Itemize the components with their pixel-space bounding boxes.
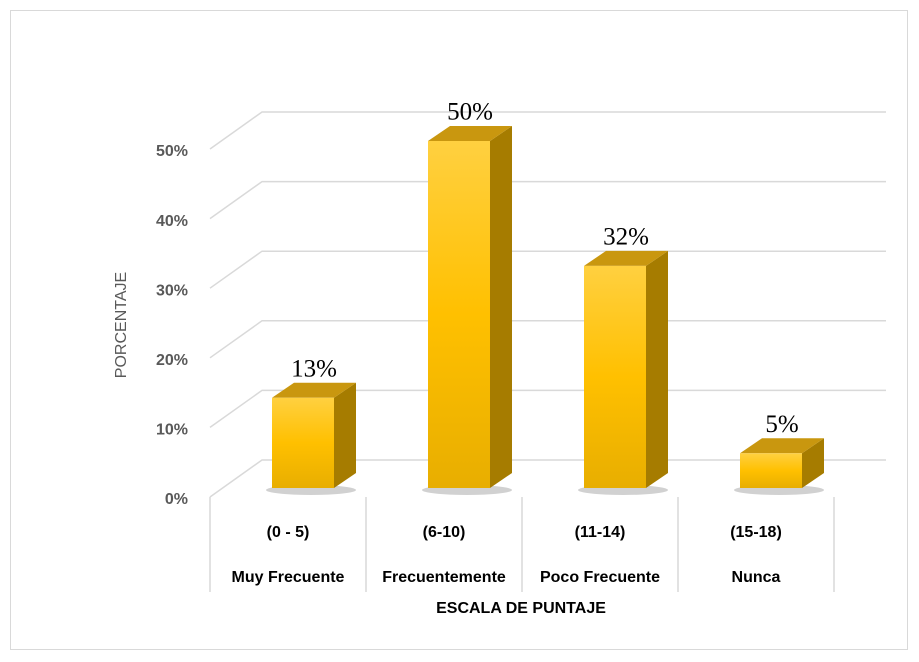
data-label: 5% <box>765 411 798 438</box>
grid-line <box>209 250 886 289</box>
bar <box>584 265 646 488</box>
y-tick-label: 40% <box>156 213 188 230</box>
bar <box>428 141 490 488</box>
y-tick-label: 30% <box>156 282 188 299</box>
y-tick-label: 10% <box>156 422 188 439</box>
category-label: Muy Frecuente <box>232 569 345 586</box>
grid-line <box>209 320 886 359</box>
bar-side <box>334 382 356 488</box>
x-tick-label: (0 - 5) <box>267 524 310 541</box>
bar-side <box>646 250 668 488</box>
x-tick-label: (11-14) <box>575 524 626 541</box>
bar-top <box>428 126 512 141</box>
y-tick-label: 0% <box>165 491 188 508</box>
category-label: Poco Frecuente <box>540 569 660 586</box>
grid-line <box>209 180 886 220</box>
grid-line <box>209 459 886 498</box>
bar-side <box>802 438 824 488</box>
grid-line <box>209 111 886 150</box>
data-label: 13% <box>291 356 337 383</box>
x-axis-title: ESCALA DE PUNTAJE <box>436 600 606 617</box>
y-tick-label: 20% <box>156 352 188 369</box>
grid-line <box>209 389 886 429</box>
bar-top <box>584 250 668 266</box>
y-tick-label: 50% <box>156 143 188 160</box>
category-label: Nunca <box>732 569 781 586</box>
data-label: 32% <box>603 224 649 251</box>
bar <box>740 453 802 488</box>
bar-top <box>272 382 356 398</box>
bar-top <box>740 438 824 454</box>
y-axis-title: PORCENTAJE <box>113 272 130 378</box>
category-label: Frecuentemente <box>382 569 506 586</box>
bar-side <box>490 126 512 488</box>
bar <box>272 397 334 488</box>
x-tick-label: (15-18) <box>730 524 782 541</box>
data-label: 50% <box>447 99 493 126</box>
x-tick-label: (6-10) <box>423 524 466 541</box>
